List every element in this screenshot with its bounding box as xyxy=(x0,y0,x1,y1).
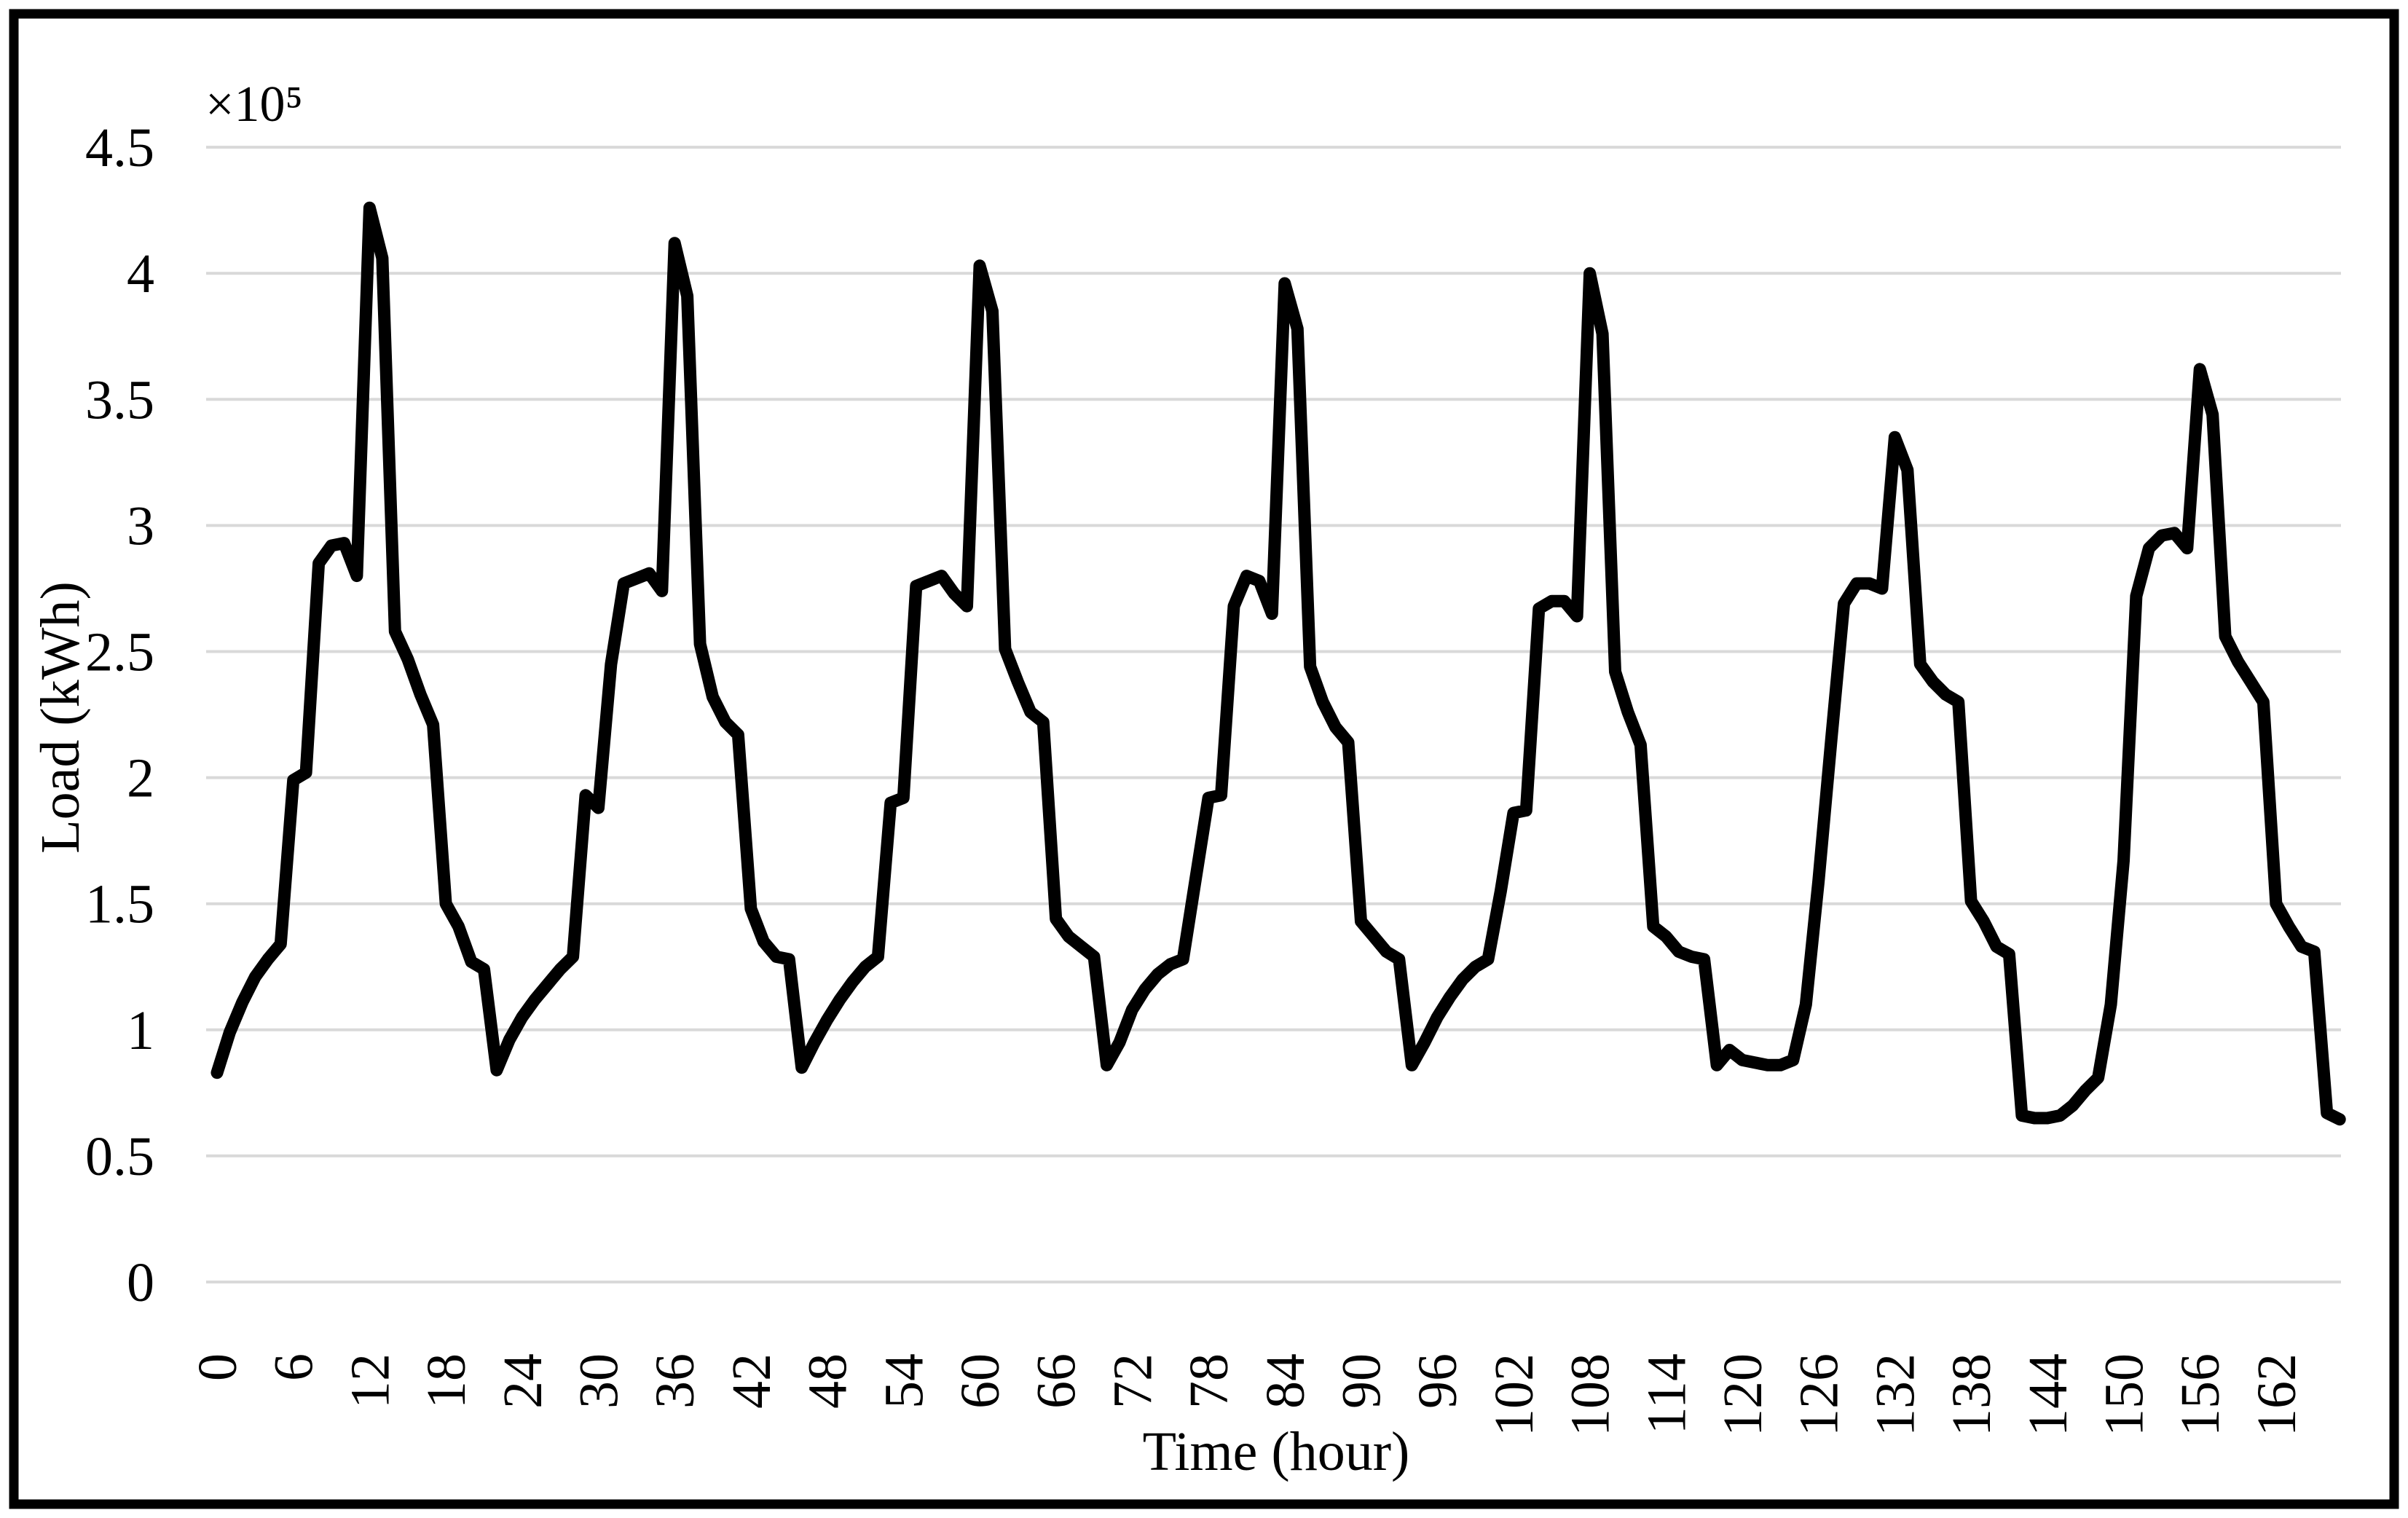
x-tick-label-78: 78 xyxy=(1179,1353,1240,1409)
x-tick-label-42: 42 xyxy=(721,1353,782,1409)
x-tick-label-48: 48 xyxy=(798,1353,859,1409)
x-tick-label-162: 162 xyxy=(2246,1353,2307,1436)
figure-border xyxy=(9,9,2399,1509)
x-tick-label-84: 84 xyxy=(1255,1353,1316,1409)
y-tick-label-4.5: 4.5 xyxy=(85,117,154,178)
gridlines xyxy=(206,146,2341,1283)
x-tick-label-12: 12 xyxy=(339,1353,401,1409)
y-tick-label-4: 4 xyxy=(127,243,154,304)
x-tick-label-24: 24 xyxy=(492,1353,554,1409)
y-tick-label-0.5: 0.5 xyxy=(85,1126,154,1187)
x-tick-label-96: 96 xyxy=(1407,1353,1468,1409)
x-tick-label-6: 6 xyxy=(264,1353,325,1381)
x-tick-label-138: 138 xyxy=(1941,1353,2002,1436)
series-load-line xyxy=(210,201,2346,1126)
x-tick-label-114: 114 xyxy=(1636,1353,1697,1434)
y-tick-label-1: 1 xyxy=(127,1000,154,1061)
y-axis-tick-labels: 0 0.5 1 1.5 2 2.5 3 3.5 4 4.5 xyxy=(85,117,154,1313)
x-tick-label-30: 30 xyxy=(569,1353,630,1409)
x-tick-label-150: 150 xyxy=(2094,1353,2155,1436)
y-axis-title: Load (kWh) xyxy=(30,581,91,854)
x-tick-label-108: 108 xyxy=(1560,1353,1621,1436)
y-tick-label-3.5: 3.5 xyxy=(85,369,154,430)
x-tick-label-66: 66 xyxy=(1026,1353,1087,1409)
x-axis-tick-labels: 0 6 12 18 24 30 36 42 48 54 60 66 72 78 84 90 96 102 108 11… xyxy=(187,1353,2307,1436)
x-tick-label-102: 102 xyxy=(1484,1353,1545,1436)
y-tick-label-3: 3 xyxy=(127,495,154,557)
series-line-load xyxy=(210,201,2346,1126)
x-tick-label-0: 0 xyxy=(187,1353,248,1381)
x-tick-label-144: 144 xyxy=(2018,1353,2079,1436)
x-tick-label-18: 18 xyxy=(416,1353,477,1409)
x-axis-title: Time (hour) xyxy=(1143,1421,1410,1482)
x-tick-label-60: 60 xyxy=(950,1353,1011,1409)
x-tick-label-72: 72 xyxy=(1102,1353,1163,1409)
x-tick-label-54: 54 xyxy=(873,1353,935,1409)
y-tick-label-2.5: 2.5 xyxy=(85,622,154,683)
x-tick-label-120: 120 xyxy=(1712,1353,1774,1436)
y-tick-label-2: 2 xyxy=(127,748,154,809)
x-tick-label-132: 132 xyxy=(1865,1353,1926,1436)
y-tick-label-0: 0 xyxy=(127,1252,154,1313)
x-tick-label-126: 126 xyxy=(1789,1353,1850,1436)
y-tick-label-1.5: 1.5 xyxy=(85,874,154,935)
x-tick-label-90: 90 xyxy=(1331,1353,1393,1409)
y-axis-multiplier: ×10⁵ xyxy=(205,76,303,133)
x-tick-label-36: 36 xyxy=(645,1353,706,1409)
x-tick-label-156: 156 xyxy=(2170,1353,2231,1436)
